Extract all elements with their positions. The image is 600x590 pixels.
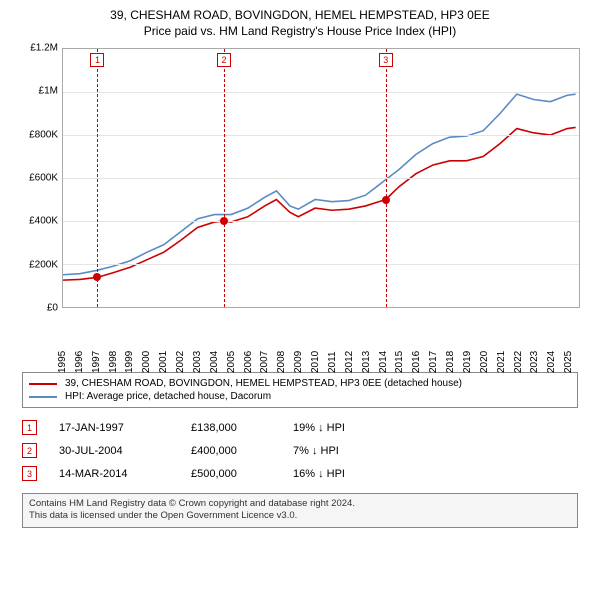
sale-vertical-line xyxy=(224,49,225,307)
x-tick-label: 2011 xyxy=(327,359,338,373)
x-tick-label: 2013 xyxy=(361,359,372,373)
y-tick-label: £0 xyxy=(20,303,58,314)
x-tick-label: 2007 xyxy=(259,359,270,373)
sale-date: 14-MAR-2014 xyxy=(59,468,169,480)
series-line xyxy=(63,94,576,275)
x-tick-label: 2012 xyxy=(344,359,355,373)
x-tick-label: 2025 xyxy=(563,359,574,373)
legend-label: 39, CHESHAM ROAD, BOVINGDON, HEMEL HEMPS… xyxy=(65,378,462,389)
sale-price: £500,000 xyxy=(191,468,271,480)
down-arrow-icon: ↓ xyxy=(312,445,318,457)
sale-index-box: 1 xyxy=(22,420,37,435)
sale-marker-box: 1 xyxy=(90,53,104,67)
chart-title: 39, CHESHAM ROAD, BOVINGDON, HEMEL HEMPS… xyxy=(0,0,600,42)
title-line2: Price paid vs. HM Land Registry's House … xyxy=(10,24,590,38)
sale-marker-dot xyxy=(220,217,228,225)
legend: 39, CHESHAM ROAD, BOVINGDON, HEMEL HEMPS… xyxy=(22,372,578,408)
sale-date: 30-JUL-2004 xyxy=(59,445,169,457)
sales-table: 1 17-JAN-1997 £138,000 19% ↓ HPI 2 30-JUL-200… xyxy=(22,416,578,485)
x-tick-label: 2000 xyxy=(141,359,152,373)
x-tick-label: 2008 xyxy=(276,359,287,373)
x-tick-label: 1997 xyxy=(91,359,102,373)
x-tick-label: 1996 xyxy=(74,359,85,373)
x-tick-label: 1998 xyxy=(108,359,119,373)
legend-item: 39, CHESHAM ROAD, BOVINGDON, HEMEL HEMPS… xyxy=(29,377,571,390)
x-tick-label: 2021 xyxy=(496,359,507,373)
x-tick-label: 2017 xyxy=(428,359,439,373)
y-tick-label: £1.2M xyxy=(20,43,58,54)
x-tick-label: 2003 xyxy=(192,359,203,373)
x-tick-label: 2004 xyxy=(209,359,220,373)
sale-index-box: 2 xyxy=(22,443,37,458)
sale-diff: 16% ↓ HPI xyxy=(293,468,383,480)
sale-marker-dot xyxy=(382,196,390,204)
down-arrow-icon: ↓ xyxy=(318,422,324,434)
chart: 123 £0£200K£400K£600K£800K£1M£1.2M199519… xyxy=(20,48,580,348)
x-tick-label: 2015 xyxy=(394,359,405,373)
x-tick-label: 2019 xyxy=(462,359,473,373)
sale-marker-dot xyxy=(93,273,101,281)
sale-row: 3 14-MAR-2014 £500,000 16% ↓ HPI xyxy=(22,462,578,485)
x-tick-label: 1995 xyxy=(57,359,68,373)
x-tick-label: 2005 xyxy=(226,359,237,373)
y-tick-label: £800K xyxy=(20,129,58,140)
legend-label: HPI: Average price, detached house, Daco… xyxy=(65,391,271,402)
legend-swatch xyxy=(29,396,57,398)
sale-diff: 7% ↓ HPI xyxy=(293,445,383,457)
x-tick-label: 2022 xyxy=(513,359,524,373)
attribution-footer: Contains HM Land Registry data © Crown c… xyxy=(22,493,578,528)
x-tick-label: 2010 xyxy=(310,359,321,373)
sale-row: 1 17-JAN-1997 £138,000 19% ↓ HPI xyxy=(22,416,578,439)
down-arrow-icon: ↓ xyxy=(318,468,324,480)
sale-price: £138,000 xyxy=(191,422,271,434)
sale-vertical-line xyxy=(386,49,387,307)
x-tick-label: 1999 xyxy=(124,359,135,373)
x-tick-label: 2001 xyxy=(158,359,169,373)
x-tick-label: 2020 xyxy=(479,359,490,373)
y-tick-label: £1M xyxy=(20,86,58,97)
x-tick-label: 2023 xyxy=(529,359,540,373)
x-tick-label: 2024 xyxy=(546,359,557,373)
x-tick-label: 2016 xyxy=(411,359,422,373)
x-tick-label: 2009 xyxy=(293,359,304,373)
footer-line: This data is licensed under the Open Gov… xyxy=(29,510,571,522)
footer-line: Contains HM Land Registry data © Crown c… xyxy=(29,498,571,510)
sale-marker-box: 2 xyxy=(217,53,231,67)
y-tick-label: £600K xyxy=(20,173,58,184)
plot-area: 1 2 3 xyxy=(62,48,580,308)
sale-marker-box: 3 xyxy=(379,53,393,67)
x-tick-label: 2006 xyxy=(243,359,254,373)
sale-diff: 19% ↓ HPI xyxy=(293,422,383,434)
sale-price: £400,000 xyxy=(191,445,271,457)
legend-item: HPI: Average price, detached house, Daco… xyxy=(29,390,571,403)
sale-index-box: 3 xyxy=(22,466,37,481)
x-tick-label: 2014 xyxy=(378,359,389,373)
title-line1: 39, CHESHAM ROAD, BOVINGDON, HEMEL HEMPS… xyxy=(10,8,590,22)
sale-row: 2 30-JUL-2004 £400,000 7% ↓ HPI xyxy=(22,439,578,462)
legend-swatch xyxy=(29,383,57,385)
y-tick-label: £400K xyxy=(20,216,58,227)
y-tick-label: £200K xyxy=(20,259,58,270)
sale-vertical-line xyxy=(97,49,98,307)
x-tick-label: 2002 xyxy=(175,359,186,373)
sale-date: 17-JAN-1997 xyxy=(59,422,169,434)
series-line xyxy=(63,127,576,280)
x-tick-label: 2018 xyxy=(445,359,456,373)
